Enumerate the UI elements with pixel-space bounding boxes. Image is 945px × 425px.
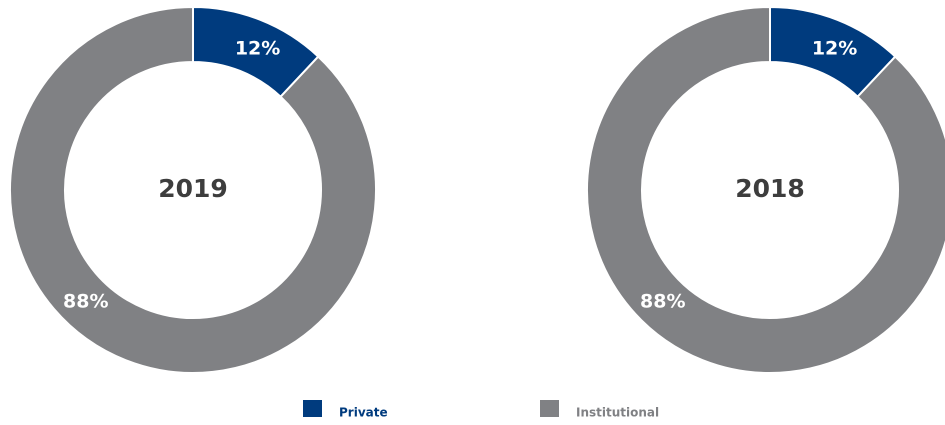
- donut-title: 2019: [158, 174, 228, 203]
- legend-swatch: [540, 400, 559, 417]
- donut-slice: [9, 5, 377, 374]
- donut-title: 2018: [735, 174, 805, 203]
- legend-swatch: [303, 400, 322, 417]
- slice-label: 88%: [63, 290, 108, 312]
- slice-label: 12%: [812, 38, 857, 60]
- legend-label: Institutional: [576, 406, 659, 420]
- donut-slice: [586, 5, 945, 374]
- slice-label: 12%: [235, 38, 280, 60]
- slice-label: 88%: [640, 290, 685, 312]
- legend-label: Private: [339, 406, 388, 420]
